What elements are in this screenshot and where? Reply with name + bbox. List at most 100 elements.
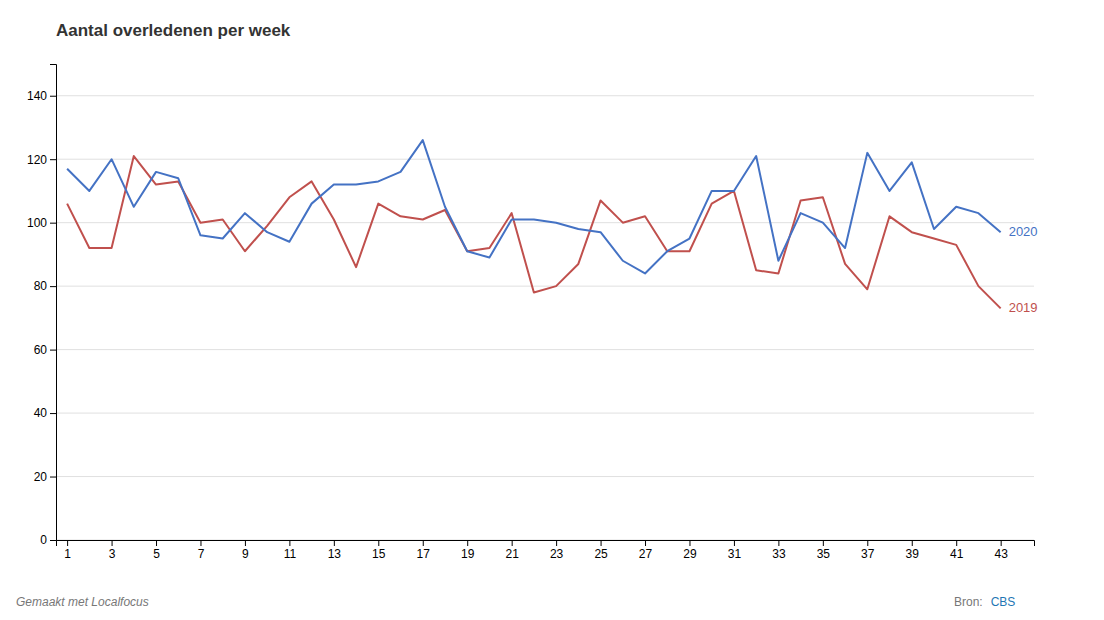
- x-tick: 31: [728, 540, 742, 561]
- y-tick-label: 140: [27, 89, 47, 103]
- y-tick: 120: [27, 153, 56, 167]
- series-labels: 2019 2020: [1009, 224, 1038, 315]
- x-tick: 39: [906, 540, 920, 561]
- x-tick-label: 5: [153, 547, 160, 561]
- y-tick-mark: [50, 223, 56, 224]
- plot-area: [67, 140, 1001, 308]
- y-tick-mark: [50, 96, 56, 97]
- y-tick-label: 0: [40, 533, 47, 547]
- footer-link[interactable]: CBS: [991, 595, 1016, 609]
- x-tick-label: 33: [772, 547, 786, 561]
- x-tick-mark: [512, 540, 513, 546]
- x-tick: 7: [198, 540, 205, 561]
- x-tick-mark: [156, 540, 157, 546]
- x-tick-label: 15: [372, 547, 386, 561]
- y-tick-label: 100: [27, 216, 47, 230]
- x-tick-label: 19: [461, 547, 475, 561]
- x-tick-mark: [734, 540, 735, 546]
- grid-line: [56, 159, 1034, 160]
- x-tick: 37: [861, 540, 875, 561]
- y-tick-mark: [50, 413, 56, 414]
- x-tick: 41: [950, 540, 964, 561]
- x-tick-label: 29: [683, 547, 697, 561]
- x-tick-mark: [67, 540, 68, 546]
- x-tick-mark: [1001, 540, 1002, 546]
- x-tick-mark: [956, 540, 957, 546]
- x-tick-mark: [912, 540, 913, 546]
- y-tick: 60: [34, 343, 56, 357]
- series-label: 2019: [1009, 300, 1038, 315]
- grid-line: [56, 95, 1034, 96]
- x-tick-mark: [645, 540, 646, 546]
- x-tick: 43: [994, 540, 1008, 561]
- x-tick-label: 13: [328, 547, 342, 561]
- footer-left: Gemaakt met Localfocus: [16, 595, 149, 609]
- y-tick-mark: [50, 540, 56, 541]
- y-tick: 100: [27, 216, 56, 230]
- x-tick-mark: [200, 540, 201, 546]
- x-tick-label: 23: [550, 547, 564, 561]
- y-tick-mark: [50, 477, 56, 478]
- x-tick-label: 11: [284, 547, 297, 561]
- x-tick: 29: [683, 540, 697, 561]
- y-tick-label: 80: [34, 279, 48, 293]
- x-tick: 9: [242, 540, 249, 561]
- x-axis-line: [57, 541, 1035, 547]
- x-tick: 11: [284, 540, 297, 561]
- y-tick-label: 40: [34, 406, 48, 420]
- x-tick: 27: [639, 540, 653, 561]
- y-axis: 0 20 40 60 80 100 120 140: [27, 65, 57, 548]
- x-tick: 35: [817, 540, 831, 561]
- x-tick-mark: [112, 540, 113, 546]
- grid-line: [56, 476, 1034, 477]
- x-tick-label: 35: [817, 547, 831, 561]
- x-tick: 19: [461, 540, 475, 561]
- x-tick-label: 31: [728, 547, 742, 561]
- x-tick-label: 25: [594, 547, 608, 561]
- y-tick: 20: [34, 470, 56, 484]
- series-label: 2020: [1009, 224, 1038, 239]
- x-axis: 135791113151719212325272931333537394143: [57, 540, 1035, 561]
- x-tick-mark: [867, 540, 868, 546]
- x-tick-mark: [423, 540, 424, 546]
- y-tick: 140: [27, 89, 56, 103]
- grid: [56, 96, 1034, 540]
- title: Aantal overledenen per week: [56, 21, 291, 40]
- grid-line: [56, 286, 1034, 287]
- x-tick-mark: [823, 540, 824, 546]
- x-tick-label: 21: [505, 547, 519, 561]
- y-tick-label: 60: [34, 343, 48, 357]
- x-tick-label: 3: [109, 547, 116, 561]
- x-tick-label: 41: [950, 547, 964, 561]
- x-tick: 15: [372, 540, 386, 561]
- x-tick: 17: [417, 540, 431, 561]
- x-tick: 23: [550, 540, 564, 561]
- x-tick-label: 37: [861, 547, 875, 561]
- y-axis-line: [50, 65, 57, 541]
- x-tick-mark: [467, 540, 468, 546]
- series-line: [67, 140, 1001, 273]
- y-tick: 80: [34, 279, 56, 293]
- x-tick: 1: [64, 540, 71, 561]
- y-tick-label: 20: [34, 470, 48, 484]
- x-tick-label: 9: [242, 547, 249, 561]
- x-tick-mark: [556, 540, 557, 546]
- y-tick-mark: [50, 159, 56, 160]
- y-tick: 0: [40, 533, 56, 547]
- x-tick-mark: [778, 540, 779, 546]
- x-tick: 13: [328, 540, 342, 561]
- chart: 1357911131517192123252729313335373941430…: [0, 0, 1104, 620]
- footer-right: Bron:: [954, 595, 983, 609]
- grid-line: [56, 413, 1034, 414]
- x-tick-mark: [601, 540, 602, 546]
- y-tick-mark: [50, 286, 56, 287]
- y-tick-label: 120: [27, 153, 47, 167]
- x-tick-mark: [378, 540, 379, 546]
- x-tick-mark: [245, 540, 246, 546]
- x-tick-label: 43: [994, 547, 1008, 561]
- x-tick-label: 7: [198, 547, 205, 561]
- x-tick: 3: [109, 540, 116, 561]
- x-tick-mark: [334, 540, 335, 546]
- x-tick-mark: [289, 540, 290, 546]
- x-tick: 21: [505, 540, 519, 561]
